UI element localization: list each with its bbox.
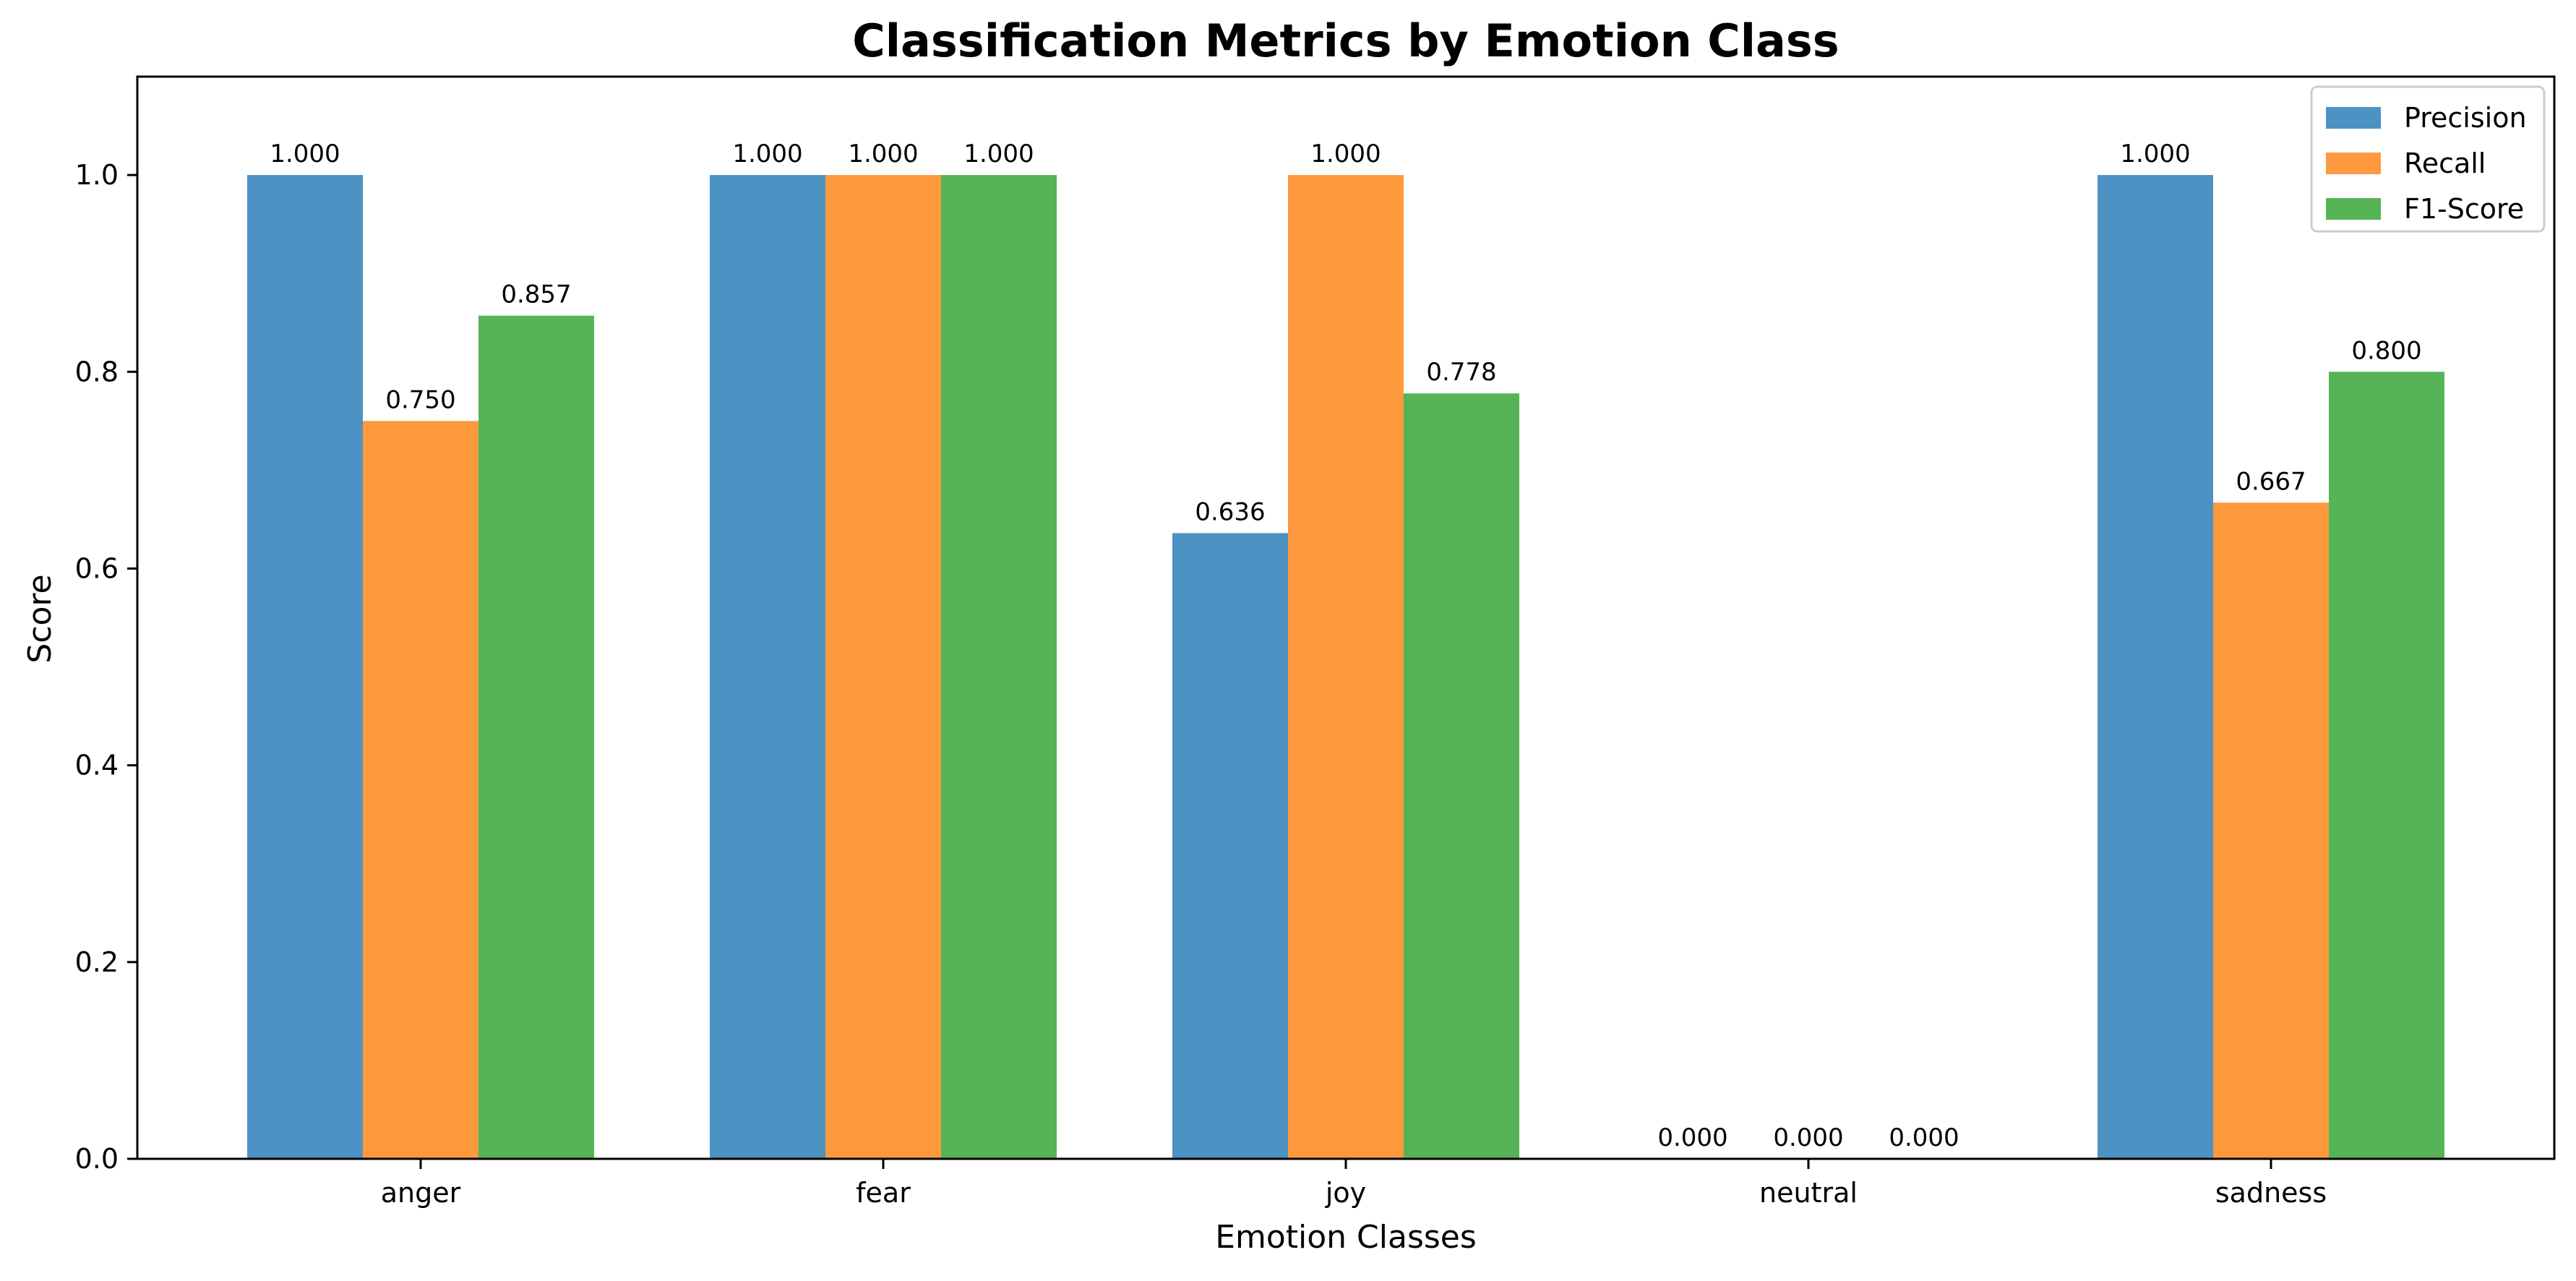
legend-swatch-f1-score (2326, 198, 2381, 220)
y-tick-label: 0.2 (75, 946, 119, 978)
x-tick-label: joy (1325, 1177, 1366, 1209)
data-label: 0.000 (1657, 1123, 1727, 1152)
bar-recall-sadness (2213, 502, 2329, 1159)
bar-recall-fear (825, 175, 941, 1159)
y-axis-title: Score (22, 574, 59, 663)
x-tick-label: fear (856, 1177, 911, 1209)
legend-label: F1-Score (2404, 193, 2524, 225)
y-tick-label: 1.0 (75, 159, 119, 191)
plot-area: 1.000 1.000 0.636 0.000 1.000 0.750 1.000 1.000… (75, 75, 2556, 1209)
bar-precision-sadness (2098, 175, 2213, 1159)
data-label: 0.000 (1773, 1123, 1843, 1152)
bar-f1-score-joy (1404, 393, 1519, 1160)
legend-swatch-recall (2326, 153, 2381, 174)
bar-precision-fear (710, 175, 825, 1159)
data-label: 0.750 (385, 385, 455, 414)
x-tick-label: neutral (1759, 1177, 1858, 1209)
x-tick-label: anger (381, 1177, 461, 1209)
data-label: 1.000 (963, 140, 1034, 168)
data-label: 0.000 (1889, 1123, 1959, 1152)
legend: Precision Recall F1-Score (2310, 85, 2546, 233)
data-label: 1.000 (2120, 140, 2190, 168)
data-label: 0.778 (1426, 358, 1496, 387)
y-tick-label: 0.6 (75, 552, 119, 584)
bar-recall-anger (363, 421, 478, 1159)
legend-label: Recall (2404, 147, 2486, 179)
data-label: 0.636 (1195, 497, 1265, 526)
y-tick-label: 0.4 (75, 750, 119, 781)
data-label: 0.800 (2351, 336, 2421, 365)
y-tick-label: 0.8 (75, 356, 119, 387)
bar-recall-joy (1288, 175, 1404, 1159)
bar-f1-score-fear (941, 175, 1057, 1159)
legend-label: Precision (2404, 102, 2527, 134)
bar-f1-score-sadness (2329, 372, 2444, 1159)
bar-f1-score-anger (478, 315, 594, 1159)
data-label: 1.000 (732, 140, 802, 168)
bar-precision-joy (1172, 533, 1288, 1159)
data-label: 1.000 (270, 140, 340, 168)
y-tick-label: 0.0 (75, 1143, 119, 1175)
x-tick-label: sadness (2215, 1177, 2327, 1209)
legend-swatch-precision (2326, 107, 2381, 129)
data-label: 1.000 (1310, 140, 1381, 168)
data-label: 0.667 (2236, 467, 2306, 496)
data-label: 1.000 (848, 140, 918, 168)
chart-title: Classification Metrics by Emotion Class (852, 14, 1839, 67)
x-axis-title: Emotion Classes (1215, 1219, 1477, 1256)
bar-precision-anger (247, 175, 363, 1159)
data-label: 0.857 (501, 280, 571, 309)
